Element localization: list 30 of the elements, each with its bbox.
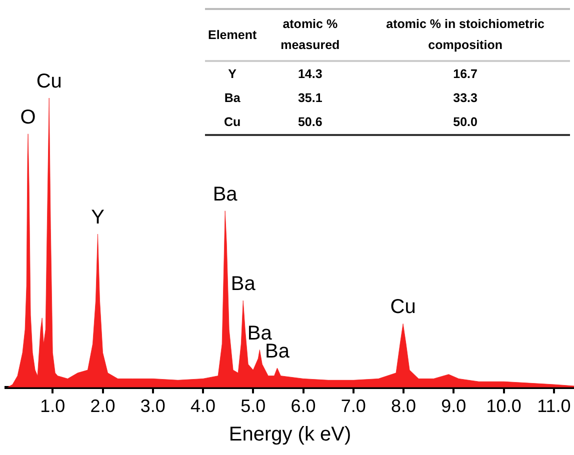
text: 14.3 [298, 67, 322, 81]
text: Element [208, 28, 257, 42]
x-tick-label: 3.0 [140, 396, 166, 416]
x-tick-label: 11.0 [537, 396, 571, 416]
x-tick-label: 2.0 [90, 396, 116, 416]
annotation: 33.3 [452, 90, 478, 107]
annotation: Ba [230, 273, 256, 296]
x-tick-label: 6.0 [290, 396, 316, 416]
x-tick-label: 8.0 [391, 396, 416, 416]
text: Y [228, 67, 236, 81]
annotation: 35.1 [296, 90, 324, 107]
annotation: Ba [223, 90, 242, 107]
text: 16.7 [453, 67, 478, 81]
x-tick-label: 10.0 [486, 396, 522, 416]
x-tick-label: 9.0 [441, 396, 466, 416]
x-tick-label: 5.0 [240, 396, 266, 416]
x-tick-label: 1.0 [40, 396, 66, 416]
annotation: Ba [212, 183, 238, 206]
annotation: Y [91, 206, 104, 229]
annotation: 50.0 [452, 114, 478, 131]
annotation: Cu [390, 296, 416, 318]
annotation: 50.6 [296, 114, 324, 131]
text: atomic % in stoichiometric composition [386, 17, 544, 52]
x-axis-title: Energy (k eV) [228, 424, 352, 446]
x-tick-label: 7.0 [340, 396, 366, 416]
annotation: Cu [36, 70, 62, 93]
annotation: Cu [222, 114, 242, 131]
annotation: O [20, 106, 36, 128]
x-tick-label: 4.0 [190, 396, 216, 416]
text: atomic % measured [280, 17, 340, 52]
